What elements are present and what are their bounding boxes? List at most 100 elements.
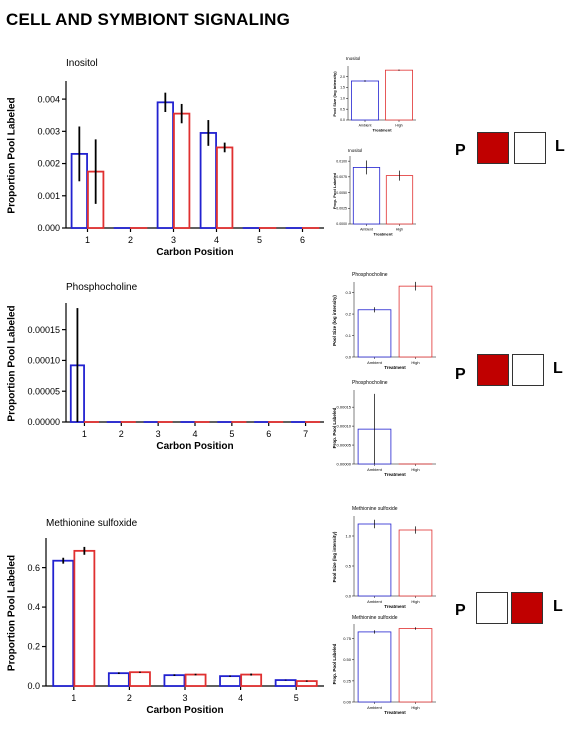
legend-methionine: P L	[455, 592, 575, 628]
x-tick-label: 1	[82, 429, 87, 439]
bar	[352, 167, 381, 225]
legend-right-box	[511, 592, 543, 624]
y-tick-label: 0.5	[345, 563, 351, 568]
inositol-positions-chart: Inositol 0.000 0.001 0.002 0.003 0.004 1 2 3 4 5 6 C…	[7, 58, 324, 258]
x-tick-label: 2	[119, 429, 124, 439]
x-axis-label: Carbon Position	[146, 705, 223, 716]
bar	[274, 679, 297, 687]
methionine-positions-chart: Methionine sulfoxide 0.0 0.2 0.4 0.6 1 2 3 4 5 Car…	[7, 518, 324, 716]
chart-title: Inositol	[346, 56, 360, 61]
y-tick-label: 0.0	[27, 681, 40, 691]
y-tick-label: 0.00010	[27, 356, 60, 366]
bar	[350, 80, 380, 121]
legend-left-label: P	[455, 142, 466, 159]
y-axis-label: Proportion Pool Labeled	[7, 305, 18, 421]
x-tick-label: 6	[300, 235, 305, 245]
bar	[357, 523, 392, 597]
y-tick-label: 0.0	[340, 118, 345, 122]
x-tick-label: Ambient	[360, 228, 373, 232]
x-axis-label: Treatment	[372, 128, 392, 133]
bar	[398, 529, 433, 597]
bar	[385, 69, 414, 121]
legend-right-box	[514, 132, 546, 164]
y-tick-label: 0.0075	[336, 175, 347, 179]
x-tick-label: 7	[303, 429, 308, 439]
y-tick-label: 0.00005	[337, 442, 352, 447]
x-tick-label: 4	[214, 235, 219, 245]
y-tick-label: 0.25	[343, 678, 352, 683]
chart-title: Inositol	[66, 58, 98, 69]
x-tick-label: High	[411, 360, 419, 365]
x-tick-label: 1	[85, 235, 90, 245]
legend-left-label: P	[455, 602, 466, 619]
legend-left-box	[477, 132, 509, 164]
chart-title: Inositol	[348, 148, 362, 153]
y-tick-label: 0.001	[37, 191, 60, 201]
methionine-prop-labeled-chart: Methionine sulfoxide 0.00 0.25 0.50 0.75 Ambi…	[332, 615, 436, 715]
chart-title: Methionine sulfoxide	[46, 518, 138, 529]
x-tick-label: Ambient	[359, 124, 372, 128]
x-axis-label: Carbon Position	[156, 247, 233, 258]
y-tick-label: 0.3	[345, 290, 351, 295]
y-tick-label: 0.00	[343, 699, 352, 704]
x-tick-label: 3	[182, 693, 187, 703]
y-tick-label: 0.1	[345, 333, 351, 338]
phosphocholine-prop-labeled-chart: Phosphocholine 0.00000 0.00005 0.00010 0.000…	[332, 380, 436, 477]
legend-right-box	[512, 354, 544, 386]
bar	[385, 175, 414, 225]
y-axis-label: Prop. Pool Labeled	[332, 407, 337, 448]
x-tick-label: 3	[171, 235, 176, 245]
x-tick-label: High	[395, 124, 402, 128]
x-tick-label: 3	[156, 429, 161, 439]
y-tick-label: 2.0	[340, 75, 345, 79]
y-tick-label: 1.5	[340, 86, 345, 90]
bar	[129, 671, 151, 687]
legend-right-label: L	[553, 360, 563, 377]
page-title: CELL AND SYMBIONT SIGNALING	[6, 10, 291, 29]
x-axis-label: Carbon Position	[156, 441, 233, 452]
chart-title: Methionine sulfoxide	[352, 615, 398, 621]
bar	[73, 549, 96, 687]
y-tick-label: 0.00010	[337, 424, 352, 429]
bar	[107, 672, 130, 687]
x-tick-label: 5	[229, 429, 234, 439]
y-axis-label: Proportion Pool Labeled	[7, 555, 18, 671]
bar	[398, 628, 433, 703]
methionine-pool-size-chart: Methionine sulfoxide 0.0 0.5 1.0 Ambient High…	[332, 506, 436, 609]
chart-title: Phosphocholine	[66, 282, 138, 293]
y-tick-label: 0.000	[37, 223, 60, 233]
y-tick-label: 0.2	[27, 642, 40, 652]
x-axis-label: Treatment	[384, 604, 406, 609]
bar	[219, 675, 241, 687]
bar	[398, 285, 433, 358]
y-tick-label: 0.004	[37, 94, 60, 104]
y-tick-label: 0.4	[27, 602, 40, 612]
y-axis-label: Proportion Pool Labeled	[7, 97, 18, 213]
chart-title: Methionine sulfoxide	[352, 506, 398, 512]
y-axis-label: Pool Size (log intensity)	[332, 71, 337, 117]
y-tick-label: 0.0025	[336, 207, 347, 211]
x-tick-label: Ambient	[367, 599, 383, 604]
y-tick-label: 0.00005	[27, 386, 60, 396]
x-tick-label: Ambient	[367, 467, 383, 472]
x-tick-label: High	[411, 705, 419, 710]
y-tick-label: 0.002	[37, 159, 60, 169]
y-tick-label: 0.003	[37, 126, 60, 136]
x-axis-label: Treatment	[384, 472, 406, 477]
x-tick-label: 2	[127, 693, 132, 703]
x-tick-label: High	[396, 228, 403, 232]
legend-right-label: L	[553, 598, 563, 615]
x-tick-label: 4	[192, 429, 197, 439]
legend-left-label: P	[455, 366, 466, 383]
legend-phosphocholine: P L	[455, 354, 575, 390]
x-axis-label: Treatment	[384, 365, 406, 370]
bar	[216, 146, 234, 229]
x-tick-label: 6	[266, 429, 271, 439]
bar	[52, 559, 75, 687]
bar	[199, 132, 217, 229]
chart-title: Phosphocholine	[352, 380, 388, 386]
inositol-prop-labeled-chart: Inositol 0.0000 0.0025 0.0050 0.0075 0.0100 Am…	[332, 148, 416, 237]
bar	[156, 101, 174, 229]
x-axis-label: Treatment	[384, 710, 406, 715]
y-tick-label: 0.50	[343, 657, 352, 662]
